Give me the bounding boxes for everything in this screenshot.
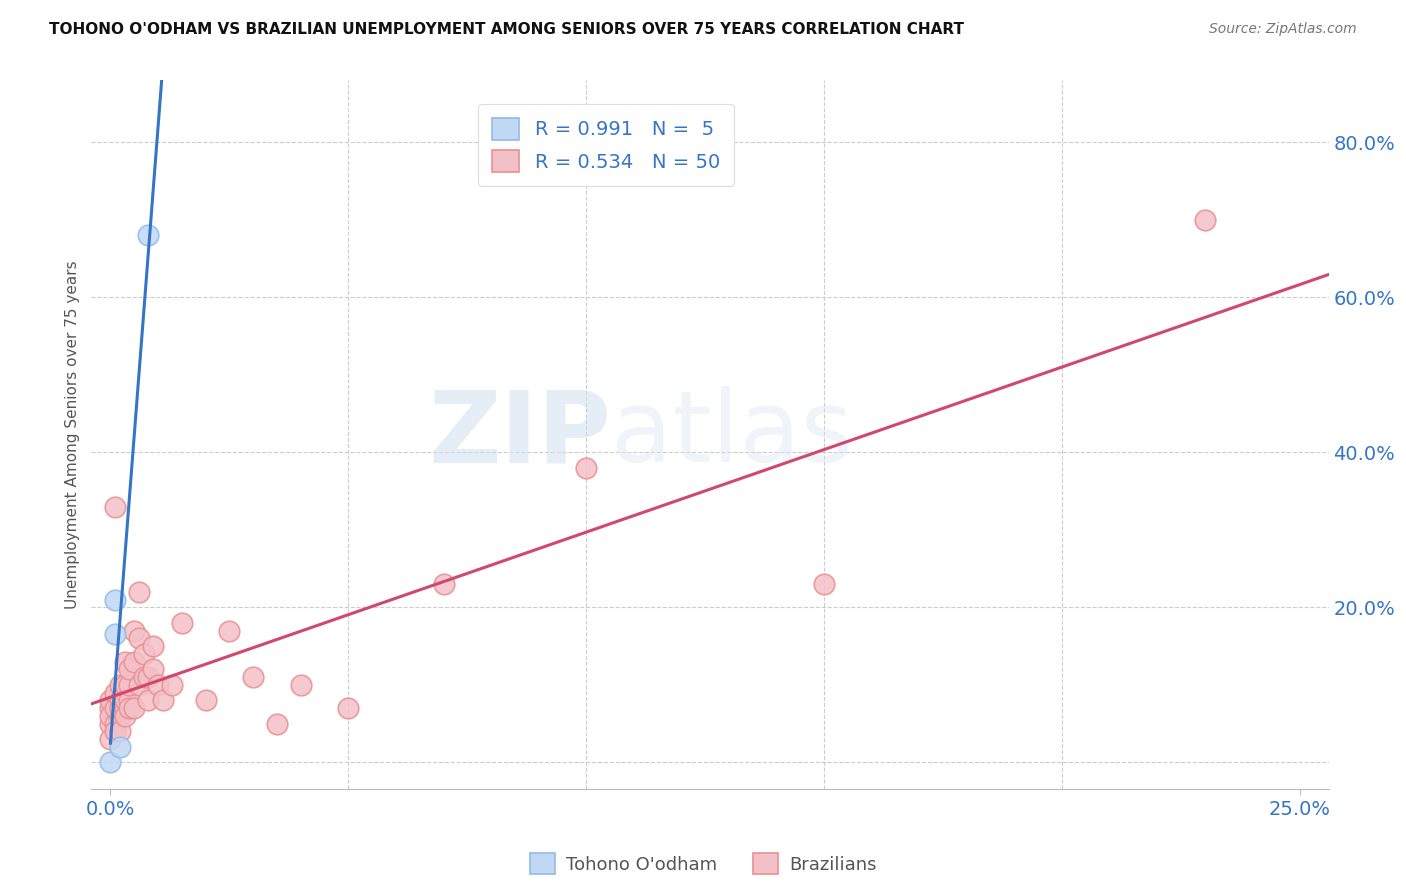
- Point: [100, 716, 122, 731]
- Point: [138, 693, 160, 707]
- Point: [1194, 212, 1216, 227]
- Point: [108, 739, 131, 754]
- Point: [118, 693, 141, 707]
- Point: [104, 685, 127, 699]
- Point: [108, 708, 131, 723]
- Point: [575, 460, 598, 475]
- Point: [132, 647, 155, 661]
- Point: [100, 701, 122, 715]
- Legend: Tohono O'odham, Brazilians: Tohono O'odham, Brazilians: [520, 844, 886, 883]
- Point: [142, 639, 165, 653]
- Point: [118, 662, 141, 676]
- Point: [122, 701, 145, 715]
- Point: [104, 716, 127, 731]
- Point: [142, 662, 165, 676]
- Point: [290, 678, 312, 692]
- Point: [432, 577, 454, 591]
- Point: [114, 708, 136, 723]
- Point: [100, 756, 122, 770]
- Point: [104, 500, 127, 514]
- Point: [128, 678, 150, 692]
- Point: [146, 678, 169, 692]
- Legend: R = 0.991   N =  5, R = 0.534   N = 50: R = 0.991 N = 5, R = 0.534 N = 50: [478, 104, 734, 186]
- Point: [114, 701, 136, 715]
- Point: [100, 732, 122, 747]
- Point: [194, 693, 217, 707]
- Point: [108, 678, 131, 692]
- Text: ZIP: ZIP: [429, 386, 612, 483]
- Point: [266, 716, 288, 731]
- Point: [100, 708, 122, 723]
- Point: [114, 655, 136, 669]
- Y-axis label: Unemployment Among Seniors over 75 years: Unemployment Among Seniors over 75 years: [65, 260, 80, 609]
- Point: [122, 624, 145, 638]
- Point: [118, 678, 141, 692]
- Point: [118, 701, 141, 715]
- Point: [114, 693, 136, 707]
- Point: [108, 693, 131, 707]
- Point: [104, 592, 127, 607]
- Point: [138, 670, 160, 684]
- Point: [162, 678, 184, 692]
- Point: [170, 615, 193, 630]
- Point: [128, 632, 150, 646]
- Point: [218, 624, 240, 638]
- Point: [128, 584, 150, 599]
- Text: atlas: atlas: [612, 386, 852, 483]
- Point: [114, 678, 136, 692]
- Point: [108, 701, 131, 715]
- Point: [132, 670, 155, 684]
- Point: [152, 693, 174, 707]
- Text: Source: ZipAtlas.com: Source: ZipAtlas.com: [1209, 22, 1357, 37]
- Point: [122, 655, 145, 669]
- Point: [337, 701, 360, 715]
- Point: [104, 701, 127, 715]
- Point: [104, 724, 127, 739]
- Point: [813, 577, 835, 591]
- Point: [242, 670, 264, 684]
- Point: [138, 228, 160, 243]
- Point: [104, 627, 127, 641]
- Point: [108, 724, 131, 739]
- Text: TOHONO O'ODHAM VS BRAZILIAN UNEMPLOYMENT AMONG SENIORS OVER 75 YEARS CORRELATION: TOHONO O'ODHAM VS BRAZILIAN UNEMPLOYMENT…: [49, 22, 965, 37]
- Point: [100, 693, 122, 707]
